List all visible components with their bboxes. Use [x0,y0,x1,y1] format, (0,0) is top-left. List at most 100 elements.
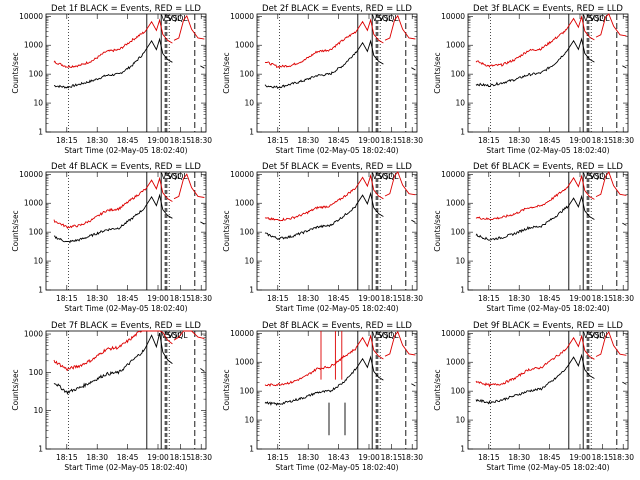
x-tick-label: 19:00 [358,136,380,145]
x-axis-label: Start Time (02-May-05 18:02:40) [64,304,187,313]
x-tick-label: 18:15 [56,136,78,145]
events-series-tail [622,222,627,226]
y-tick-label: 1 [460,128,465,137]
x-tick-label: 18:15 [56,453,78,462]
y-tick-label: 100 [29,70,44,79]
events-series-tail [622,381,627,385]
panel-title: Det 2f BLACK = Events, RED = LLD [262,4,412,14]
lld-series-line [264,174,384,222]
marker-label: VSQL [379,172,400,181]
lld-series-line [53,176,173,230]
x-axis-label: Start Time (02-May-05 18:02:40) [275,304,398,313]
plot-frame [45,330,207,450]
x-tick-label: 19:00 [358,453,380,462]
y-tick-label: 100 [240,228,255,237]
events-series-line [264,191,384,241]
marker-label: VSQL [583,14,604,23]
panel-5: Det 5f BLACK = Events, RED = LLD 1 10 100 10… [222,162,423,313]
plot-frame [467,13,629,133]
marker-label: VSQL [590,172,611,181]
lld-series-peak [173,14,205,41]
y-tick-label: 1 [249,286,254,295]
marker-label: VSQL [161,331,182,340]
y-axis-label: Counts/sec [222,369,231,410]
x-axis-label: Start Time (02-May-05 18:02:40) [64,146,187,155]
panel-title: Det 4f BLACK = Events, RED = LLD [51,162,201,172]
y-tick-label: 1 [460,286,465,295]
x-tick-label: 18:15 [592,136,614,145]
x-tick-label: 18:45 [117,453,139,462]
y-tick-label: 100 [451,387,466,396]
y-tick-label: 10000 [230,329,254,338]
y-axis-label: Counts/sec [11,210,20,251]
panel-title: Det 6f BLACK = Events, RED = LLD [473,162,623,172]
panel-3: Det 3f BLACK = Events, RED = LLD 1 10 100 10… [433,4,634,155]
events-series-line [53,193,173,244]
x-tick-label: 18:30 [190,453,212,462]
y-axis-label: Counts/sec [433,210,442,251]
x-axis-label: Start Time (02-May-05 18:02:40) [486,463,609,472]
x-tick-label: 18:45 [328,294,350,303]
x-tick-label: 19:00 [569,136,591,145]
marker-label: VSQL [168,172,189,181]
y-tick-label: 10 [33,99,43,108]
y-axis-label: Counts/sec [222,52,231,93]
x-tick-label: 18:30 [86,136,108,145]
lld-series-peak [595,171,627,198]
y-tick-label: 10000 [19,170,43,179]
x-tick-label: 19:00 [147,294,169,303]
panel-6: Det 6f BLACK = Events, RED = LLD 1 10 100 10… [433,162,634,313]
events-series-tail [200,368,205,372]
x-tick-label: 18:15 [478,294,500,303]
y-tick-label: 10 [244,416,254,425]
y-tick-label: 1000 [235,199,254,208]
y-tick-label: 1 [38,445,43,454]
lld-series-peak [595,331,627,357]
panel-1: Det 1f BLACK = Events, RED = LLD 1 10 100 10… [11,4,212,155]
x-tick-label: 18:30 [86,453,108,462]
marker-label: VSQL [583,331,604,340]
y-tick-label: 1000 [24,199,43,208]
lld-series-peak [384,171,416,197]
y-tick-label: 10000 [230,12,254,21]
panel-title: Det 7f BLACK = Events, RED = LLD [51,321,201,331]
x-tick-label: 18:30 [297,136,319,145]
panel-title: Det 3f BLACK = Events, RED = LLD [473,4,623,14]
y-tick-label: 10 [33,257,43,266]
lld-series-line [264,334,384,387]
y-axis-label: Counts/sec [11,369,20,410]
y-tick-label: 10 [455,99,465,108]
panel-title: Det 1f BLACK = Events, RED = LLD [51,4,201,14]
panel-8: Det 8f BLACK = Events, RED = LLD 1 10 100 10… [222,321,423,472]
x-tick-label: 19:00 [569,453,591,462]
y-tick-label: 1 [249,128,254,137]
marker-label: VSQL [161,172,182,181]
x-tick-label: 18:30 [401,136,423,145]
x-tick-label: 18:15 [381,453,403,462]
x-tick-label: 19:00 [569,294,591,303]
lld-series-line [475,174,595,221]
x-tick-label: 18:15 [592,294,614,303]
x-tick-label: 19:00 [358,294,380,303]
y-tick-label: 100 [451,228,466,237]
x-tick-label: 18:30 [190,136,212,145]
x-tick-label: 18:45 [117,294,139,303]
y-tick-label: 100 [240,70,255,79]
x-tick-label: 18:15 [267,453,289,462]
x-tick-label: 18:30 [86,294,108,303]
marker-label: VSQL [372,14,393,23]
y-tick-label: 10 [244,257,254,266]
x-tick-label: 18:45 [539,136,561,145]
x-tick-label: 18:30 [612,453,634,462]
x-tick-label: 19:00 [147,453,169,462]
lld-series-peak [384,330,416,357]
y-tick-label: 1 [38,286,43,295]
x-tick-label: 18:15 [170,136,192,145]
events-series-line [475,194,595,241]
y-tick-label: 1000 [24,330,43,339]
y-tick-label: 1000 [235,41,254,50]
y-axis-label: Counts/sec [222,210,231,251]
panel-2: Det 2f BLACK = Events, RED = LLD 1 10 100 10… [222,4,423,155]
x-tick-label: 18:15 [267,136,289,145]
x-tick-label: 18:30 [612,136,634,145]
